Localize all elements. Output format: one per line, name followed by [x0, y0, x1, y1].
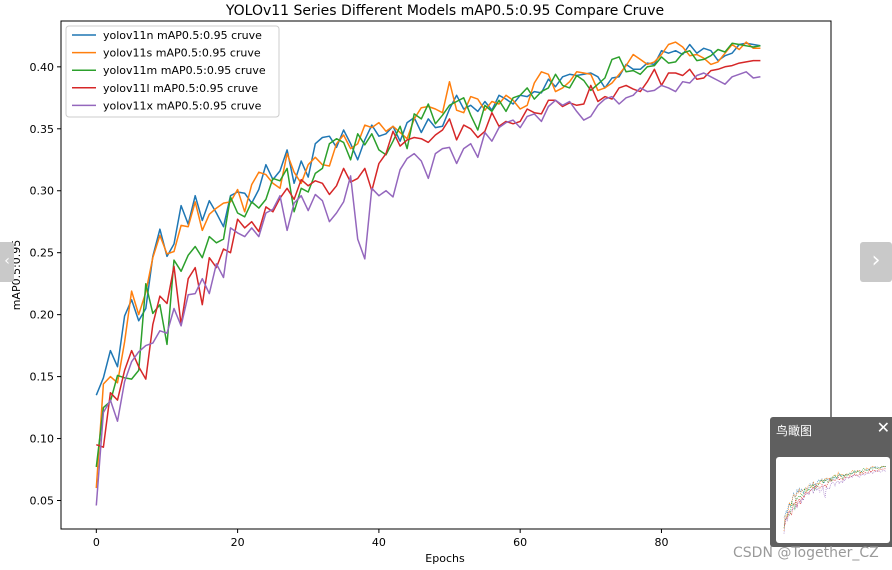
y-tick-label: 0.30	[30, 185, 55, 198]
chevron-left-icon[interactable]: ‹	[0, 242, 14, 282]
watermark: CSDN @Together_CZ	[733, 545, 879, 561]
thumbnail-series-4	[783, 470, 887, 534]
chart-title: YOLOv11 Series Different Models mAP0.5:0…	[225, 3, 664, 19]
thumbnail-series-0	[783, 465, 887, 518]
legend-label-2: yolov11m mAP0.5:0.95 cruve	[103, 64, 266, 77]
overview-title: 鸟瞰图	[776, 424, 813, 438]
y-axis: 0.05 0.10 0.15 0.20 0.25 0.30 0.35 0.40	[30, 61, 61, 508]
x-axis-label: Epochs	[425, 552, 465, 565]
chevron-right-icon[interactable]: ›	[860, 242, 892, 282]
legend-label-3: yolov11l mAP0.5:0.95 cruve	[103, 82, 258, 95]
overview-panel: 鸟瞰图 ✕	[770, 417, 892, 547]
legend-label-1: yolov11s mAP0.5:0.95 cruve	[103, 47, 261, 60]
legend: yolov11n mAP0.5:0.95 cruve yolov11s mAP0.…	[65, 25, 280, 118]
thumbnail-series-2	[783, 465, 887, 529]
x-axis: 0 20 40 60 80	[93, 529, 668, 549]
overview-thumbnail-chart	[783, 465, 887, 534]
close-icon[interactable]: ✕	[876, 418, 890, 437]
x-tick-label: 0	[93, 536, 100, 549]
legend-label-4: yolov11x mAP0.5:0.95 cruve	[103, 99, 262, 112]
y-tick-label: 0.25	[30, 247, 55, 260]
series-line-3	[96, 59, 761, 448]
thumbnail-series-1	[783, 465, 886, 532]
legend-box	[65, 25, 280, 118]
y-tick-label: 0.10	[30, 433, 55, 446]
y-tick-label: 0.05	[30, 495, 55, 508]
legend-label-0: yolov11n mAP0.5:0.95 cruve	[103, 29, 262, 42]
plot-frame	[60, 20, 832, 530]
x-tick-label: 40	[372, 536, 386, 549]
series-layer	[95, 41, 761, 506]
y-tick-label: 0.35	[30, 123, 55, 136]
y-tick-label: 0.15	[30, 371, 55, 384]
y-tick-label: 0.20	[30, 309, 55, 322]
x-tick-label: 80	[654, 536, 668, 549]
y-tick-label: 0.40	[30, 61, 55, 74]
series-line-1	[95, 41, 761, 489]
x-tick-label: 60	[513, 536, 527, 549]
overview-thumbnail[interactable]	[776, 457, 890, 543]
series-line-2	[95, 42, 761, 468]
x-tick-label: 20	[231, 536, 245, 549]
series-line-4	[95, 71, 761, 506]
